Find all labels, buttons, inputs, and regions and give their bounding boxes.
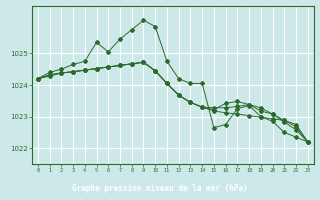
Text: Graphe pression niveau de la mer (hPa): Graphe pression niveau de la mer (hPa): [72, 184, 248, 193]
